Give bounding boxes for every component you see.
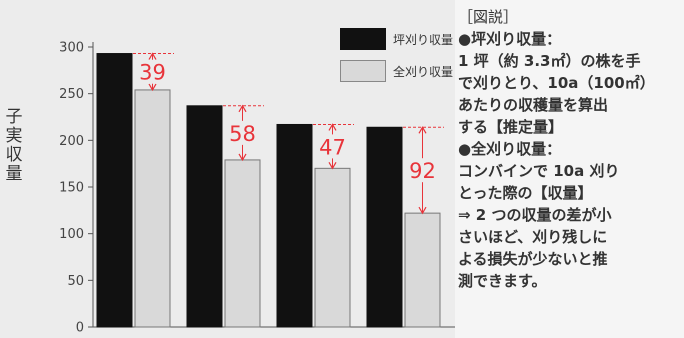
y-axis-label: 子実収量 (4, 108, 24, 184)
bar-zengari (224, 159, 261, 328)
annotation-arrow-head-up (238, 104, 247, 113)
bar-tsubogari (366, 126, 403, 328)
bar-zengari (404, 212, 441, 328)
y-axis-label-char: 子 (5, 107, 23, 127)
caption-line: する【推定量】 (458, 118, 564, 136)
annotation-arrow-head-down (328, 162, 337, 170)
chart-panel: 0 50 100 150 200 250 300 39 58 47 92 子実収量 坪刈り収量 全刈… (0, 0, 455, 338)
caption-panel: ［図説］ ●坪刈り収量： 1 坪（約 3.3㎡）の株を手 で刈りとり、10a（1… (455, 0, 684, 338)
y-tick-label: 0 (76, 321, 84, 336)
annotation-arrow-head-down (148, 83, 157, 92)
annotation-label-bg (407, 158, 438, 183)
annotation-label-bg (317, 134, 348, 159)
caption-line: 1 坪（約 3.3㎡）の株を手 (458, 52, 641, 70)
y-tick-label: 250 (59, 87, 84, 102)
y-tick-label: 150 (59, 181, 84, 196)
bar-tsubogari (96, 53, 133, 328)
y-axis-label-char: 実 (5, 126, 23, 146)
bar-chart: 0 50 100 150 200 250 300 39 58 47 92 (59, 41, 455, 336)
caption-title: ［図説］ (458, 8, 519, 26)
caption-line: とった際の【収量】 (458, 184, 593, 202)
annotation-arrow-head-down (238, 153, 247, 162)
legend-swatch-tsubogari (340, 28, 386, 50)
bar-zengari (314, 167, 351, 328)
annotation-arrow-head-up (418, 126, 427, 134)
annotation-arrow-head-up (328, 123, 337, 131)
annotation-label: 47 (319, 135, 346, 159)
annotation-label: 92 (409, 159, 436, 183)
y-tick-label: 50 (67, 274, 84, 289)
caption-line: よる損失が少ないと推 (458, 250, 608, 268)
annotation-label-bg (227, 120, 258, 145)
y-tick-label: 200 (59, 134, 84, 149)
legend-label-tsubogari: 坪刈り収量 (393, 33, 454, 47)
y-axis-label-char: 量 (5, 164, 23, 184)
annotation-arrow-head-down (418, 206, 427, 215)
caption-line: ●全刈り収量： (458, 140, 562, 158)
bar-zengari (134, 89, 171, 328)
caption-line: ●坪刈り収量： (458, 30, 562, 48)
caption-line: あたりの収穫量を算出 (458, 96, 609, 114)
annotation-arrow-head-up (148, 52, 157, 60)
caption-line: さいほど、刈り残しに (458, 228, 608, 246)
caption-line: ⇒ 2 つの収量の差が小 (458, 206, 612, 224)
bar-tsubogari (276, 123, 313, 328)
y-tick-label: 100 (59, 227, 84, 242)
annotation-label: 58 (229, 122, 256, 146)
legend-swatch-zengari (340, 60, 386, 82)
caption-line: で刈りとり、10a（100㎡） (458, 74, 655, 92)
caption-line: コンバインで 10a 刈り (458, 162, 620, 180)
legend-label-zengari: 全刈り収量 (393, 65, 454, 79)
bar-tsubogari (186, 105, 223, 328)
annotation-label: 39 (139, 61, 166, 85)
y-axis-label-char: 収 (5, 145, 23, 165)
y-tick-label: 300 (59, 41, 84, 56)
caption-line: 測できます。 (458, 272, 547, 290)
annotation-label-bg (137, 59, 168, 84)
